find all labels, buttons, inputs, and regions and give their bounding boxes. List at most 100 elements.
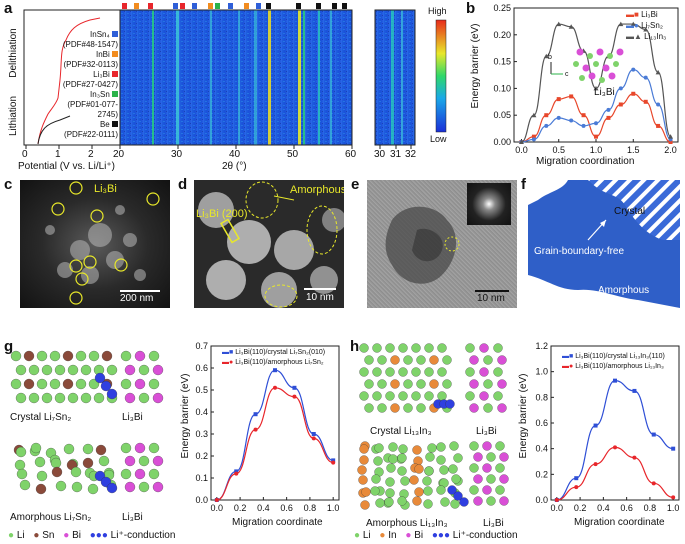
chart-g-point [214, 498, 219, 502]
chart-g-point [311, 436, 316, 441]
chart-b-point [643, 75, 648, 80]
atom [360, 500, 370, 510]
chart-b-point [606, 107, 611, 112]
chart-g-point [273, 385, 277, 390]
chart-h-point [651, 481, 656, 486]
atom [28, 364, 40, 376]
chart-g-ytick-label: 0.2 [195, 451, 208, 461]
atom [377, 355, 387, 365]
atom [429, 379, 439, 389]
chart-h-ytick-label: 0.2 [535, 469, 548, 479]
structures-h [357, 343, 509, 510]
atom [70, 466, 82, 478]
atom [411, 367, 421, 377]
chart-b-xtick-label: 2.0 [664, 145, 677, 155]
atom [358, 475, 368, 485]
atom [372, 367, 382, 377]
atom [495, 485, 505, 495]
atom [483, 379, 493, 389]
atom [152, 392, 164, 404]
chart-g-point [273, 368, 277, 373]
panel-label-h: h [350, 338, 360, 355]
atom [469, 485, 479, 495]
atom [36, 470, 48, 482]
atom [453, 453, 463, 463]
ylabel-h: Energy barrier (eV) [518, 373, 529, 459]
atom [424, 367, 434, 377]
atom [80, 364, 92, 376]
chart-g-xtick-label: 0.0 [211, 503, 224, 513]
atom [124, 481, 136, 493]
legend-h-chart: ▬■ Li₃Bi(110)/crystal Li₁₃In₃(110) ▬● Li… [562, 353, 665, 370]
xtick-potential-2: 2 [88, 149, 94, 160]
atom [377, 403, 387, 413]
atom [101, 350, 113, 362]
li3bi-top-h: Li₃Bi [476, 426, 497, 437]
atom [62, 350, 74, 362]
panel-g-chart: 0.0 0.2 0.4 0.6 0.8 1.0 0.0 0.1 0.2 0.3 0.4 0.5 0.6 0… [195, 341, 340, 513]
chart-g-series-line-1 [216, 387, 334, 501]
atom [361, 487, 371, 497]
atom [28, 392, 40, 404]
atom [364, 355, 374, 365]
atom [371, 474, 381, 484]
xlabel-2theta: 2θ (°) [222, 161, 247, 172]
chart-b-point [556, 21, 562, 27]
atom [479, 367, 489, 377]
atom [493, 343, 503, 353]
chart-b-point [656, 123, 661, 128]
atom [437, 343, 447, 353]
atom [388, 442, 398, 452]
atom [469, 355, 479, 365]
legend-b-li13in3: Li₁₃In₃ [644, 32, 667, 41]
atom [414, 487, 424, 497]
atom [372, 343, 382, 353]
xrd-heatmap [120, 10, 352, 145]
scale-text-d: 10 nm [306, 292, 334, 303]
chart-b-ytick-label: 0.25 [493, 3, 511, 13]
atom [429, 355, 439, 365]
panel-label-c: c [4, 176, 13, 193]
chart-b-point [569, 118, 574, 123]
atom [473, 452, 483, 462]
scale-bar-c [120, 290, 160, 292]
atom [49, 350, 61, 362]
chart-g-point [234, 469, 239, 474]
chart-h-point [593, 462, 598, 467]
crystal-label-g: Crystal Li₇Sn₂ [10, 412, 72, 423]
xtick-2theta-4: 60 [345, 149, 357, 160]
legend-b-li3bi: Li₃Bi [641, 10, 658, 19]
atom [424, 466, 434, 476]
legend-swatch-in3sn [112, 91, 118, 97]
atom [148, 468, 160, 480]
atom [51, 466, 63, 478]
chart-g-point [253, 427, 258, 432]
atom [152, 455, 164, 467]
xtick-2theta-2: 40 [229, 149, 241, 160]
atom [495, 463, 505, 473]
atom [134, 350, 146, 362]
atom [397, 496, 407, 506]
ylabel-g: Energy barrier (eV) [180, 373, 191, 459]
chart-h-point [671, 446, 676, 451]
panel-a-figure [23, 3, 447, 149]
atom [152, 364, 164, 376]
atom [425, 452, 435, 462]
chart-g-point [311, 432, 316, 436]
chart-g-point [331, 458, 336, 463]
atom [412, 445, 422, 455]
legend-b: ▬■ Li₃Bi ▬● Li₇Sn₂ ▬▲ Li₁₃In₃ [626, 10, 667, 41]
atom [23, 350, 35, 362]
atom [15, 364, 27, 376]
atom [359, 455, 369, 465]
legend-h: ● Li ● In ● Bi ●●● Li⁺-conduction [354, 530, 518, 541]
atom [34, 456, 46, 468]
atom [23, 378, 35, 390]
atom [372, 391, 382, 401]
amorphous-label-g: Amorphous Li₇Sn₂ [10, 512, 92, 523]
atom [483, 403, 493, 413]
atom [377, 379, 387, 389]
li-conduction-atom [447, 485, 457, 495]
chart-g-ytick-label: 0.3 [195, 429, 208, 439]
atom [67, 392, 79, 404]
